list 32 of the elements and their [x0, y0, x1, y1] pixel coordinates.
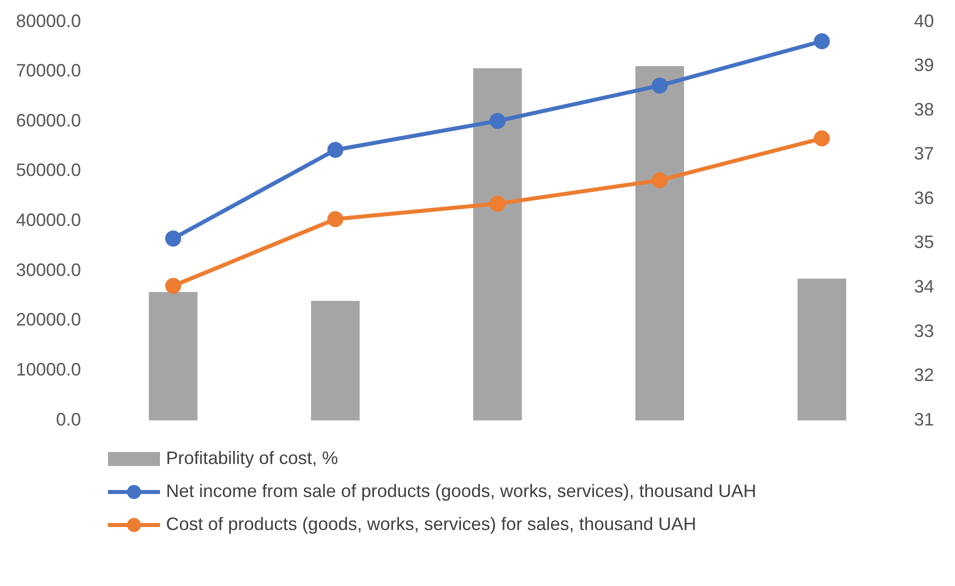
point — [490, 196, 506, 212]
y2-tick-label: 31 — [914, 409, 934, 430]
point — [652, 172, 668, 188]
y2-tick-label: 38 — [914, 99, 934, 120]
point — [814, 33, 830, 50]
y2-tick-label: 34 — [914, 276, 934, 296]
y2-tick-label: 32 — [914, 365, 934, 386]
y-tick-label: 60000.0 — [16, 110, 82, 130]
y2-tick-label: 33 — [914, 320, 934, 341]
y2-tick-label: 35 — [914, 232, 934, 252]
point — [165, 230, 182, 247]
y-tick-label: 40000.0 — [16, 210, 82, 230]
y-tick-label: 80000.0 — [16, 10, 82, 31]
point — [490, 112, 506, 129]
legend-label: Profitability of cost, % — [166, 448, 338, 469]
y2-tick-label: 37 — [914, 144, 934, 164]
y2-tick-label: 40 — [914, 10, 934, 31]
point — [327, 211, 344, 228]
y-tick-label: 30000.0 — [16, 260, 82, 280]
y-tick-label: 50000.0 — [16, 160, 82, 180]
point — [327, 142, 344, 158]
y-tick-label: 10000.0 — [16, 360, 82, 380]
y2-tick-label: 39 — [914, 55, 934, 76]
point — [652, 78, 668, 94]
point — [165, 278, 182, 294]
y2-tick-label: 36 — [914, 188, 934, 208]
point — [814, 130, 830, 146]
y-tick-label: 0.0 — [56, 409, 82, 430]
y-tick-label: 20000.0 — [16, 310, 82, 330]
legend-label: Cost of products (goods, works, services) for sales, thousand UAH — [166, 514, 696, 535]
y-tick-label: 70000.0 — [16, 60, 82, 81]
legend-label: Net income from sale of products (goods, works, services), thousand UAH — [166, 481, 756, 502]
